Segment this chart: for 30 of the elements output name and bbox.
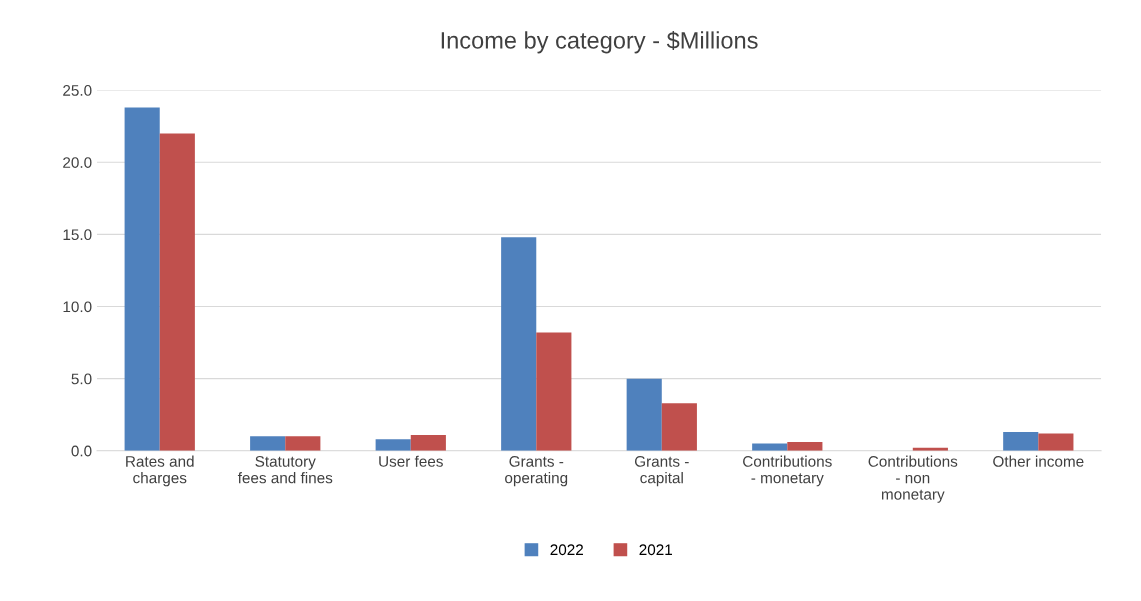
y-tick-label: 5.0 [71,373,92,385]
bar [250,436,286,451]
legend-label: 2021 [639,544,672,556]
x-tick-label: Contributions - monetary [743,455,832,487]
x-tick-label: Contributions - non monetary [868,455,958,503]
y-tick-label: 15.0 [63,229,92,241]
y-tick-label: 10.0 [63,301,92,313]
y-tick-label: 0.0 [71,445,92,457]
bar [124,107,160,451]
bar [285,436,321,451]
y-tick-label: 25.0 [63,85,92,96]
bar [626,378,662,451]
bar [410,434,446,451]
bar [159,133,195,451]
legend-label: 2022 [550,544,583,556]
x-tick-label: Grants - capital [634,456,689,487]
y-tick-label: 20.0 [63,157,92,168]
x-tick-label: Rates and charges [126,455,194,487]
x-tick-label: Statutory fees and fines [237,456,333,484]
bar [536,332,572,451]
x-tick-label: User fees [379,455,443,467]
x-tick-label: Other income [993,455,1084,467]
bar [1003,432,1039,451]
chart-title: Income by category - $Millions [441,31,758,54]
bar [787,442,823,451]
x-tick-label: Grants - operating [505,456,568,487]
bar [501,237,537,451]
bar [661,403,697,451]
bar [375,439,411,451]
bar [1038,433,1074,451]
